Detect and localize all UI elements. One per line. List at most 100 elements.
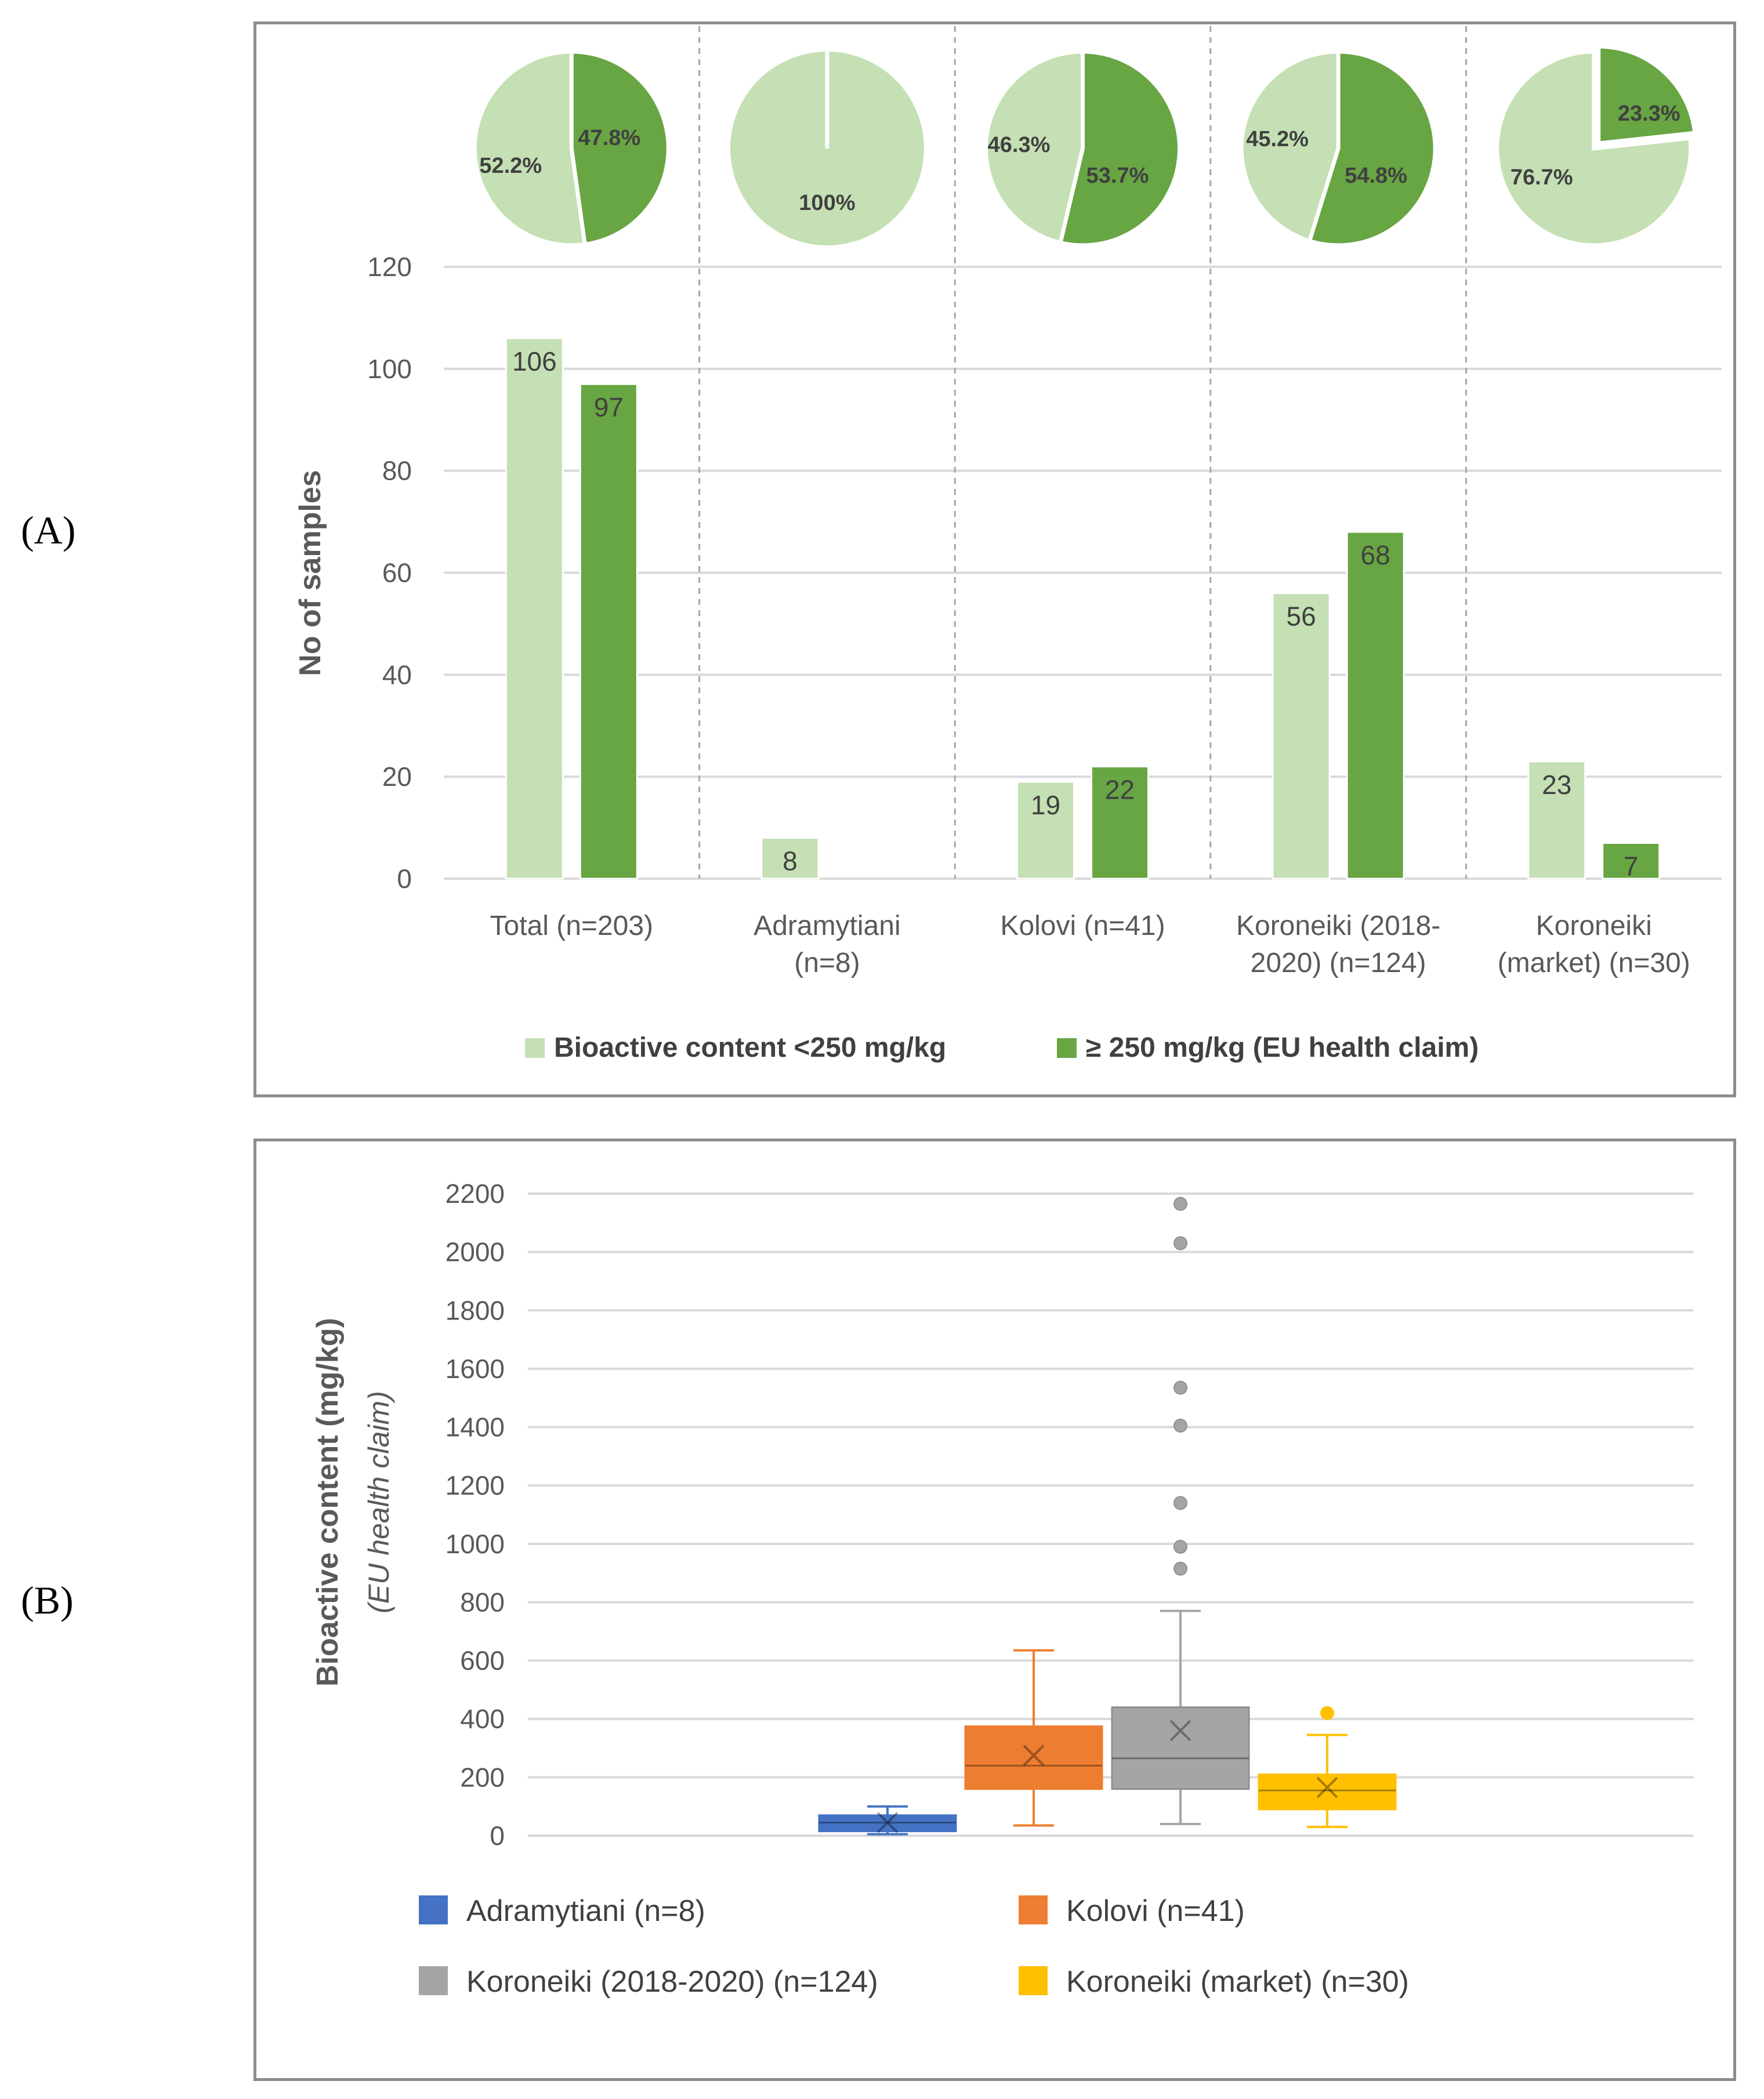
legend-label-0: Bioactive content <250 mg/kg [554, 1032, 946, 1063]
y-tick-label: 800 [460, 1587, 505, 1617]
y-tick-label: 600 [460, 1645, 505, 1676]
pie-slice-1 [1307, 49, 1437, 248]
x-category-label: Koroneiki [1536, 911, 1652, 941]
y-tick-label: 2000 [445, 1237, 505, 1267]
outlier-point [1173, 1197, 1187, 1211]
box-iqr [964, 1725, 1103, 1790]
pie-percent-label: 76.7% [1511, 165, 1573, 190]
y-tick-label: 1800 [445, 1295, 505, 1325]
x-category-label: 2020) (n=124) [1251, 948, 1426, 978]
bar-1-4 [1602, 842, 1661, 880]
bar-data-label: 8 [783, 846, 798, 876]
y-axis-subtitle: (EU health claim) [363, 1391, 395, 1613]
y-tick-label: 80 [382, 456, 412, 486]
y-tick-label: 1200 [445, 1470, 505, 1500]
pie-slice-0 [472, 49, 588, 248]
pie-percent-label: 23.3% [1618, 101, 1680, 126]
legend-swatch-2 [419, 1966, 448, 1995]
bar-0-4 [1527, 760, 1586, 880]
panel-label-b: (B) [21, 1578, 74, 1622]
y-tick-label: 0 [397, 864, 412, 894]
y-tick-label: 40 [382, 659, 412, 690]
box-iqr [818, 1814, 957, 1832]
legend-label-0: Adramytiani (n=8) [466, 1894, 705, 1928]
pie-chart-2: 46.3% 53.7% [984, 49, 1182, 248]
y-tick-label: 120 [367, 252, 412, 282]
x-category-label: (market) (n=30) [1498, 948, 1690, 978]
pie-slice-1 [1057, 49, 1182, 248]
pie-slice-0 [984, 49, 1085, 245]
panel-b-frame [253, 1139, 1736, 2081]
y-tick-label: 60 [382, 558, 412, 588]
pie-percent-label: 45.2% [1246, 127, 1309, 151]
bar-1-2 [1091, 766, 1149, 880]
pie-percent-label: 53.7% [1086, 164, 1149, 188]
mean-marker [876, 1811, 899, 1833]
legend-label-1: ≥ 250 mg/kg (EU health claim) [1086, 1032, 1479, 1063]
box-3 [1258, 1706, 1397, 1828]
outlier-point [1173, 1236, 1187, 1250]
box-iqr [1258, 1773, 1397, 1811]
bar-1-0 [579, 383, 638, 880]
legend-label-3: Koroneiki (market) (n=30) [1066, 1965, 1409, 1999]
pie-chart-4: 76.7% 23.3% [1495, 44, 1697, 248]
y-tick-label: 1400 [445, 1412, 505, 1442]
legend-label-1: Kolovi (n=41) [1066, 1894, 1245, 1928]
bar-data-label: 22 [1105, 775, 1135, 805]
outlier-point [1173, 1539, 1187, 1554]
legend-swatch-0 [419, 1895, 448, 1924]
y-tick-label: 20 [382, 762, 412, 792]
legend-swatch-3 [1019, 1966, 1048, 1995]
box-0 [818, 1805, 957, 1836]
y-axis-title: No of samples [294, 470, 327, 676]
y-tick-label: 2200 [445, 1179, 505, 1209]
outlier-point [1320, 1706, 1334, 1720]
box-iqr [1111, 1706, 1250, 1790]
box-1 [964, 1649, 1103, 1827]
bar-data-label: 106 [512, 346, 557, 376]
pie-percent-label: 47.8% [578, 126, 640, 150]
x-category-label: (n=8) [794, 948, 860, 978]
bar-0-0 [505, 337, 564, 880]
y-tick-label: 100 [367, 354, 412, 384]
bar-0-2 [1016, 781, 1075, 880]
pie-slice-1 [1596, 44, 1697, 146]
y-tick-label: 1000 [445, 1529, 505, 1559]
x-category-label: Kolovi (n=41) [1000, 911, 1165, 941]
x-category-label: Total (n=203) [490, 911, 654, 941]
panel-label-a: (A) [21, 508, 76, 552]
y-tick-label: 0 [490, 1821, 505, 1851]
outlier-point [1173, 1561, 1187, 1576]
y-axis-title: Bioactive content (mg/kg) [311, 1318, 345, 1687]
pie-slice-1 [569, 49, 671, 247]
bar-0-1 [760, 837, 820, 880]
pie-chart-1: 100% [730, 52, 924, 245]
legend-label-2: Koroneiki (2018-2020) (n=124) [466, 1965, 878, 1999]
bar-data-label: 56 [1287, 601, 1316, 632]
bar-data-label: 68 [1361, 540, 1390, 570]
pie-percent-label: 52.2% [479, 154, 542, 178]
legend-swatch-1 [1019, 1895, 1048, 1924]
bar-1-3 [1346, 531, 1405, 880]
outlier-point [1173, 1380, 1187, 1395]
pie-percent-label: 46.3% [988, 133, 1051, 157]
x-category-label: Adramytiani [754, 911, 900, 941]
mean-marker [1023, 1745, 1045, 1767]
mean-marker [1169, 1720, 1191, 1742]
legend-swatch-1 [1057, 1038, 1077, 1058]
y-tick-label: 1600 [445, 1354, 505, 1384]
y-tick-label: 200 [460, 1762, 505, 1792]
bar-data-label: 19 [1031, 790, 1060, 820]
box-2 [1111, 1197, 1250, 1825]
mean-marker [1316, 1777, 1338, 1799]
pie-slice-0 [1239, 49, 1341, 244]
bar-data-label: 7 [1624, 851, 1639, 881]
bar-0-3 [1272, 592, 1331, 880]
pie-percent-label: 54.8% [1345, 164, 1407, 188]
bar-data-label: 23 [1542, 770, 1571, 800]
y-tick-label: 400 [460, 1704, 505, 1734]
outlier-point [1173, 1496, 1187, 1510]
pie-chart-3: 45.2% 54.8% [1239, 49, 1437, 248]
pie-chart-0: 52.2% 47.8% [472, 49, 671, 248]
